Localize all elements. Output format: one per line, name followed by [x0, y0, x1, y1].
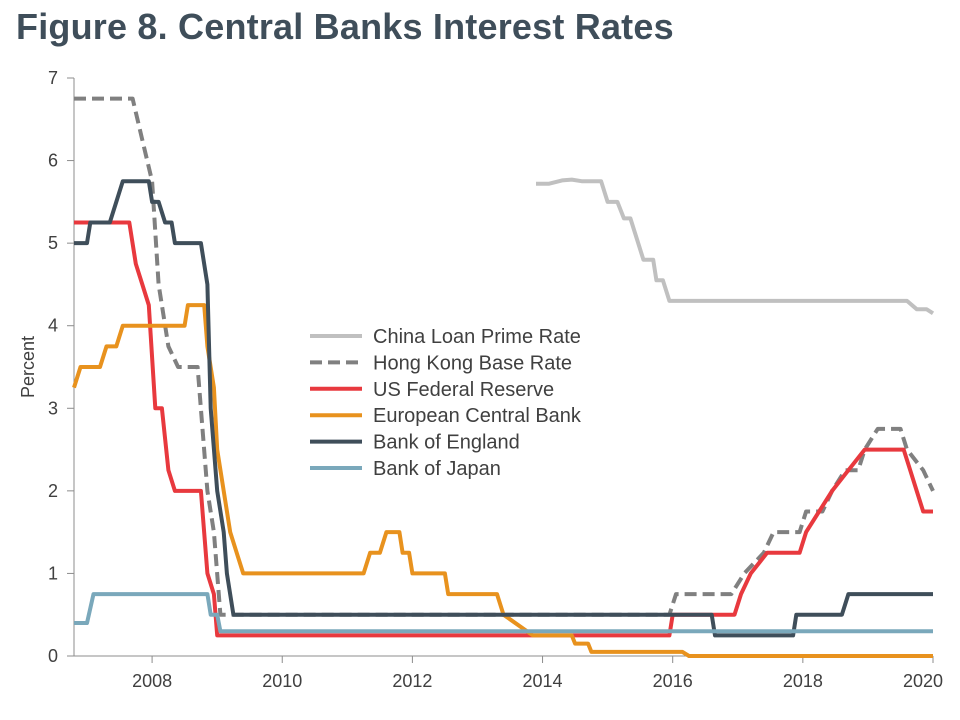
y-tick-label: 3: [48, 398, 58, 418]
y-tick-label: 7: [48, 68, 58, 88]
series-line-european-central-bank: [72, 303, 933, 658]
series-line-bank-of-england: [74, 179, 933, 638]
legend-label: Bank of Japan: [373, 458, 501, 480]
series-line-bank-of-japan: [74, 592, 933, 634]
legend-label: China Loan Prime Rate: [373, 326, 581, 348]
legend-label: Bank of England: [373, 432, 520, 454]
y-axis-title: Percent: [18, 336, 38, 398]
series-line-china-loan-prime-rate: [536, 177, 935, 315]
x-tick-label: 2020: [903, 671, 943, 691]
x-tick-label: 2018: [783, 671, 823, 691]
x-axis: 2008 2010 2012 2014 2016 2018 2020: [74, 655, 943, 691]
legend: China Loan Prime Rate Hong Kong Base Rate…: [310, 326, 582, 480]
y-tick-label: 2: [48, 481, 58, 501]
x-tick-label: 2014: [523, 671, 563, 691]
legend-label: European Central Bank: [373, 405, 582, 427]
y-axis: 0 1 2 3 4 5 6 7: [48, 68, 75, 666]
series-layer: [72, 96, 935, 658]
x-tick-label: 2008: [132, 671, 172, 691]
y-tick-label: 5: [48, 233, 58, 253]
legend-label: Hong Kong Base Rate: [373, 352, 572, 374]
x-tick-label: 2016: [653, 671, 693, 691]
y-tick-label: 0: [48, 646, 58, 666]
y-tick-label: 1: [48, 563, 58, 583]
y-tick-label: 6: [48, 151, 58, 171]
y-tick-label: 4: [48, 316, 58, 336]
chart-title: Figure 8. Central Banks Interest Rates: [16, 6, 674, 47]
legend-label: US Federal Reserve: [373, 379, 554, 401]
x-tick-label: 2012: [392, 671, 432, 691]
x-tick-label: 2010: [262, 671, 302, 691]
